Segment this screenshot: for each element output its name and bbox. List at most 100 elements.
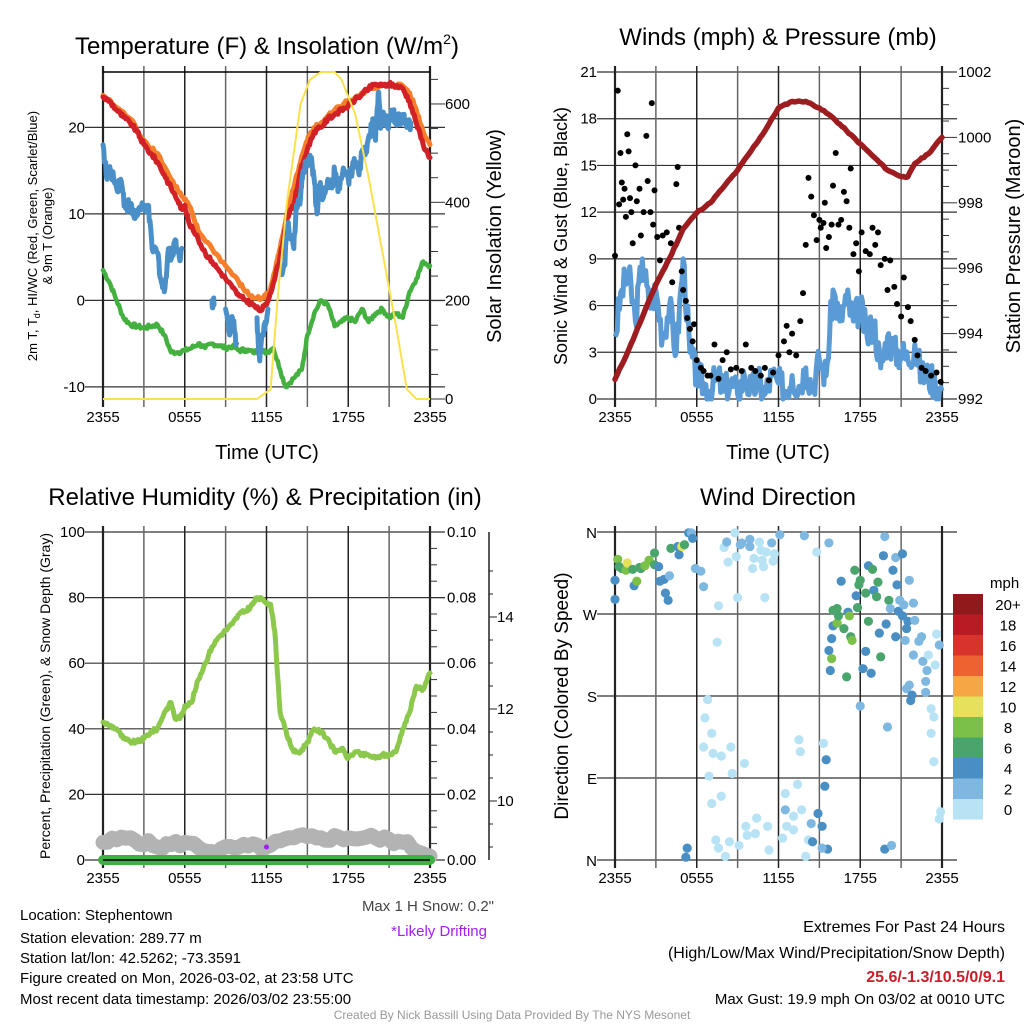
gust-point: [624, 131, 631, 138]
gust-point: [621, 185, 628, 192]
wind-direction-point: [613, 554, 623, 564]
panel1-xtick-label: 2355: [413, 409, 446, 426]
wind-direction-point: [632, 576, 642, 586]
panel2-title: Winds (mph) & Pressure (mb): [619, 24, 936, 51]
wind-direction-point: [908, 598, 918, 608]
wind-direction-plot: 2355 0555 1155 1755 2355NESWN20+181614121086…: [583, 525, 1021, 887]
gust-point: [625, 148, 632, 155]
wind-direction-point: [899, 600, 909, 610]
wind-direction-point: [664, 571, 675, 581]
gust-point: [654, 234, 661, 241]
panel2-y2tick-label: 996: [958, 260, 983, 277]
panel2-xtick-label: 1155: [762, 409, 794, 426]
gust-point: [633, 198, 640, 205]
gust-point: [907, 318, 914, 325]
gust-point: [752, 367, 759, 374]
snow-depth-tick-label: 10: [497, 793, 514, 810]
wind-direction-point: [745, 541, 755, 552]
gust-point: [805, 174, 812, 181]
panel1-ytick-label: 20: [68, 119, 85, 136]
panel3-y2tick-label: 0.06: [447, 655, 476, 672]
panel4-ylabel: Direction (Colored By Speed): [552, 572, 573, 819]
wind-direction-point: [926, 704, 936, 714]
panel4-xtick-label: 1155: [762, 870, 794, 887]
legend-swatch: [953, 696, 983, 717]
gust-point: [877, 262, 884, 269]
legend-swatch: [953, 594, 983, 615]
gust-point: [866, 251, 873, 258]
wind-direction-point: [733, 593, 743, 603]
gust-point: [898, 313, 905, 320]
panel3-title: Relative Humidity (%) & Precipitation (i…: [48, 484, 481, 511]
wind-direction-point: [934, 640, 944, 650]
gust-point: [835, 221, 842, 228]
relative-humidity-line: [100, 594, 433, 761]
gust-point: [770, 369, 777, 376]
wind-direction-point: [716, 751, 726, 761]
gust-point: [669, 279, 676, 286]
wind-direction-point: [836, 576, 846, 586]
wind-direction-point: [703, 695, 713, 705]
gust-point: [780, 338, 787, 345]
panel2-ytick-label: 9: [589, 251, 597, 268]
series-td-blue--line: [100, 89, 414, 364]
wind-direction-point: [855, 575, 865, 585]
panel2-xlabel: Time (UTC): [726, 442, 830, 464]
panel1-y2tick-label: 200: [445, 293, 470, 310]
wind-direction-point: [910, 615, 920, 625]
wind-direction-point: [806, 818, 816, 829]
wind-direction-point: [930, 660, 940, 670]
wind-direction-point: [934, 814, 944, 824]
wind-direction-point: [723, 557, 733, 567]
gust-point: [853, 240, 860, 247]
wind-direction-point: [872, 592, 882, 602]
panel2-xtick-label: 2355: [925, 409, 958, 426]
panel1-ytick-label: 10: [68, 206, 85, 223]
panel2-ylabel-right: Station Pressure (Maroon): [1003, 119, 1024, 354]
wind-direction-point: [724, 837, 735, 847]
gust-point: [832, 149, 839, 156]
wind-direction-point: [867, 564, 878, 574]
wind-direction-point: [674, 550, 684, 560]
panel2-ytick-label: 15: [580, 157, 597, 174]
wind-direction-point: [903, 616, 913, 626]
wind-direction-point: [878, 551, 889, 561]
wind-direction-point: [824, 538, 834, 548]
wind-direction-point: [780, 805, 790, 815]
gust-point: [640, 209, 647, 216]
pressure-line: [612, 98, 945, 383]
info-location: Location: Stephentown: [20, 907, 173, 924]
wind-direction-point: [852, 603, 863, 613]
gust-point: [680, 287, 687, 293]
panel3-xtick-label: 2355: [86, 870, 119, 887]
wind-direction-point: [882, 722, 893, 732]
gust-point: [858, 229, 865, 236]
wind-direction-point: [775, 530, 785, 540]
wind-direction-point: [832, 603, 842, 614]
wind-direction-point: [711, 835, 721, 845]
wind-direction-point: [839, 623, 849, 634]
gust-point: [667, 240, 674, 247]
wind-direction-point: [880, 844, 890, 854]
gust-point: [775, 352, 782, 359]
credit-footer: Created By Nick Bassill Using Data Provi…: [334, 1008, 691, 1022]
wind-direction-point: [758, 562, 769, 572]
wind-direction-point: [926, 728, 936, 738]
legend-label: 14: [1000, 659, 1017, 676]
wind-direction-point: [827, 654, 837, 664]
wind-direction-point: [750, 828, 760, 839]
gust-point: [689, 338, 696, 345]
info-created: Figure created on Mon, 2026-03-02, at 23…: [20, 970, 354, 987]
legend-label: 10: [1000, 700, 1017, 717]
gust-point: [830, 182, 836, 189]
gust-point: [911, 336, 918, 343]
panel1-y2tick-label: 600: [445, 96, 470, 113]
wind-direction-point: [707, 728, 717, 738]
gust-point: [846, 224, 853, 231]
wind-direction-point: [749, 553, 759, 564]
legend-label: 0: [1004, 802, 1012, 819]
wind-direction-point: [760, 593, 770, 603]
wind-direction-point: [745, 534, 755, 544]
series-2m-t-line: [100, 79, 433, 314]
wind-direction-point: [660, 588, 671, 598]
